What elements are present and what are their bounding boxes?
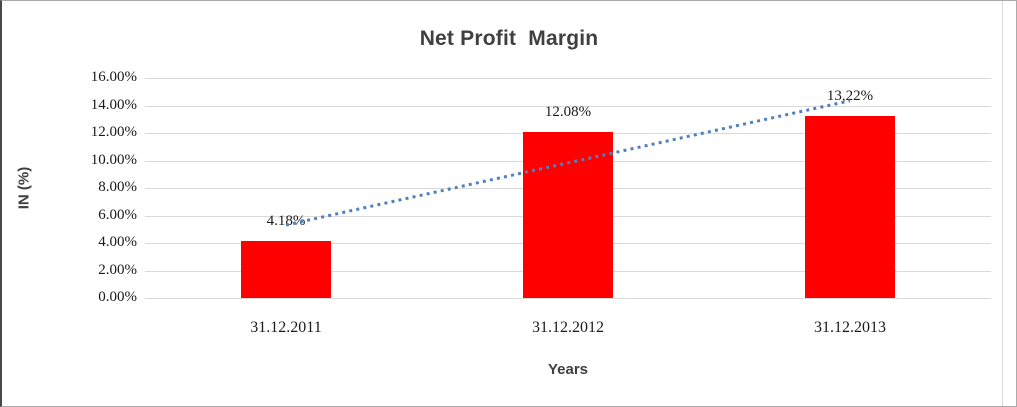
y-tick-label: 10.00% [90, 152, 137, 168]
x-tick-label: 31.12.2011 [250, 319, 322, 336]
y-tick-label: 0.00% [98, 289, 137, 305]
y-tick-label: 8.00% [98, 179, 137, 195]
chart-frame-line [1002, 1, 1003, 406]
chart-title: Net Profit Margin [419, 27, 599, 50]
data-label: 4.18% [266, 213, 306, 229]
gridline [145, 298, 991, 299]
plot-area: 4.18% 12.08% 13,22% [145, 78, 991, 299]
bar [805, 116, 895, 298]
bar [523, 132, 613, 298]
trendline [285, 99, 851, 227]
data-label: 13,22% [826, 88, 874, 104]
data-label: 12.08% [544, 104, 592, 120]
trendline-path [285, 99, 851, 227]
y-tick-label: 14.00% [90, 97, 137, 113]
y-tick-label: 12.00% [90, 124, 137, 140]
y-tick-label: 2.00% [98, 262, 137, 278]
gridline [145, 78, 991, 79]
y-axis-title-text: IN (%) [15, 166, 33, 210]
y-tick-label: 4.00% [98, 234, 137, 250]
x-axis-title: Years [547, 361, 589, 378]
x-tick-label: 31.12.2012 [532, 319, 604, 336]
y-tick-label: 6.00% [98, 207, 137, 223]
x-tick-label: 31.12.2013 [814, 319, 886, 336]
y-tick-label: 16.00% [90, 69, 137, 85]
gridline [145, 106, 991, 107]
bar [241, 241, 331, 298]
